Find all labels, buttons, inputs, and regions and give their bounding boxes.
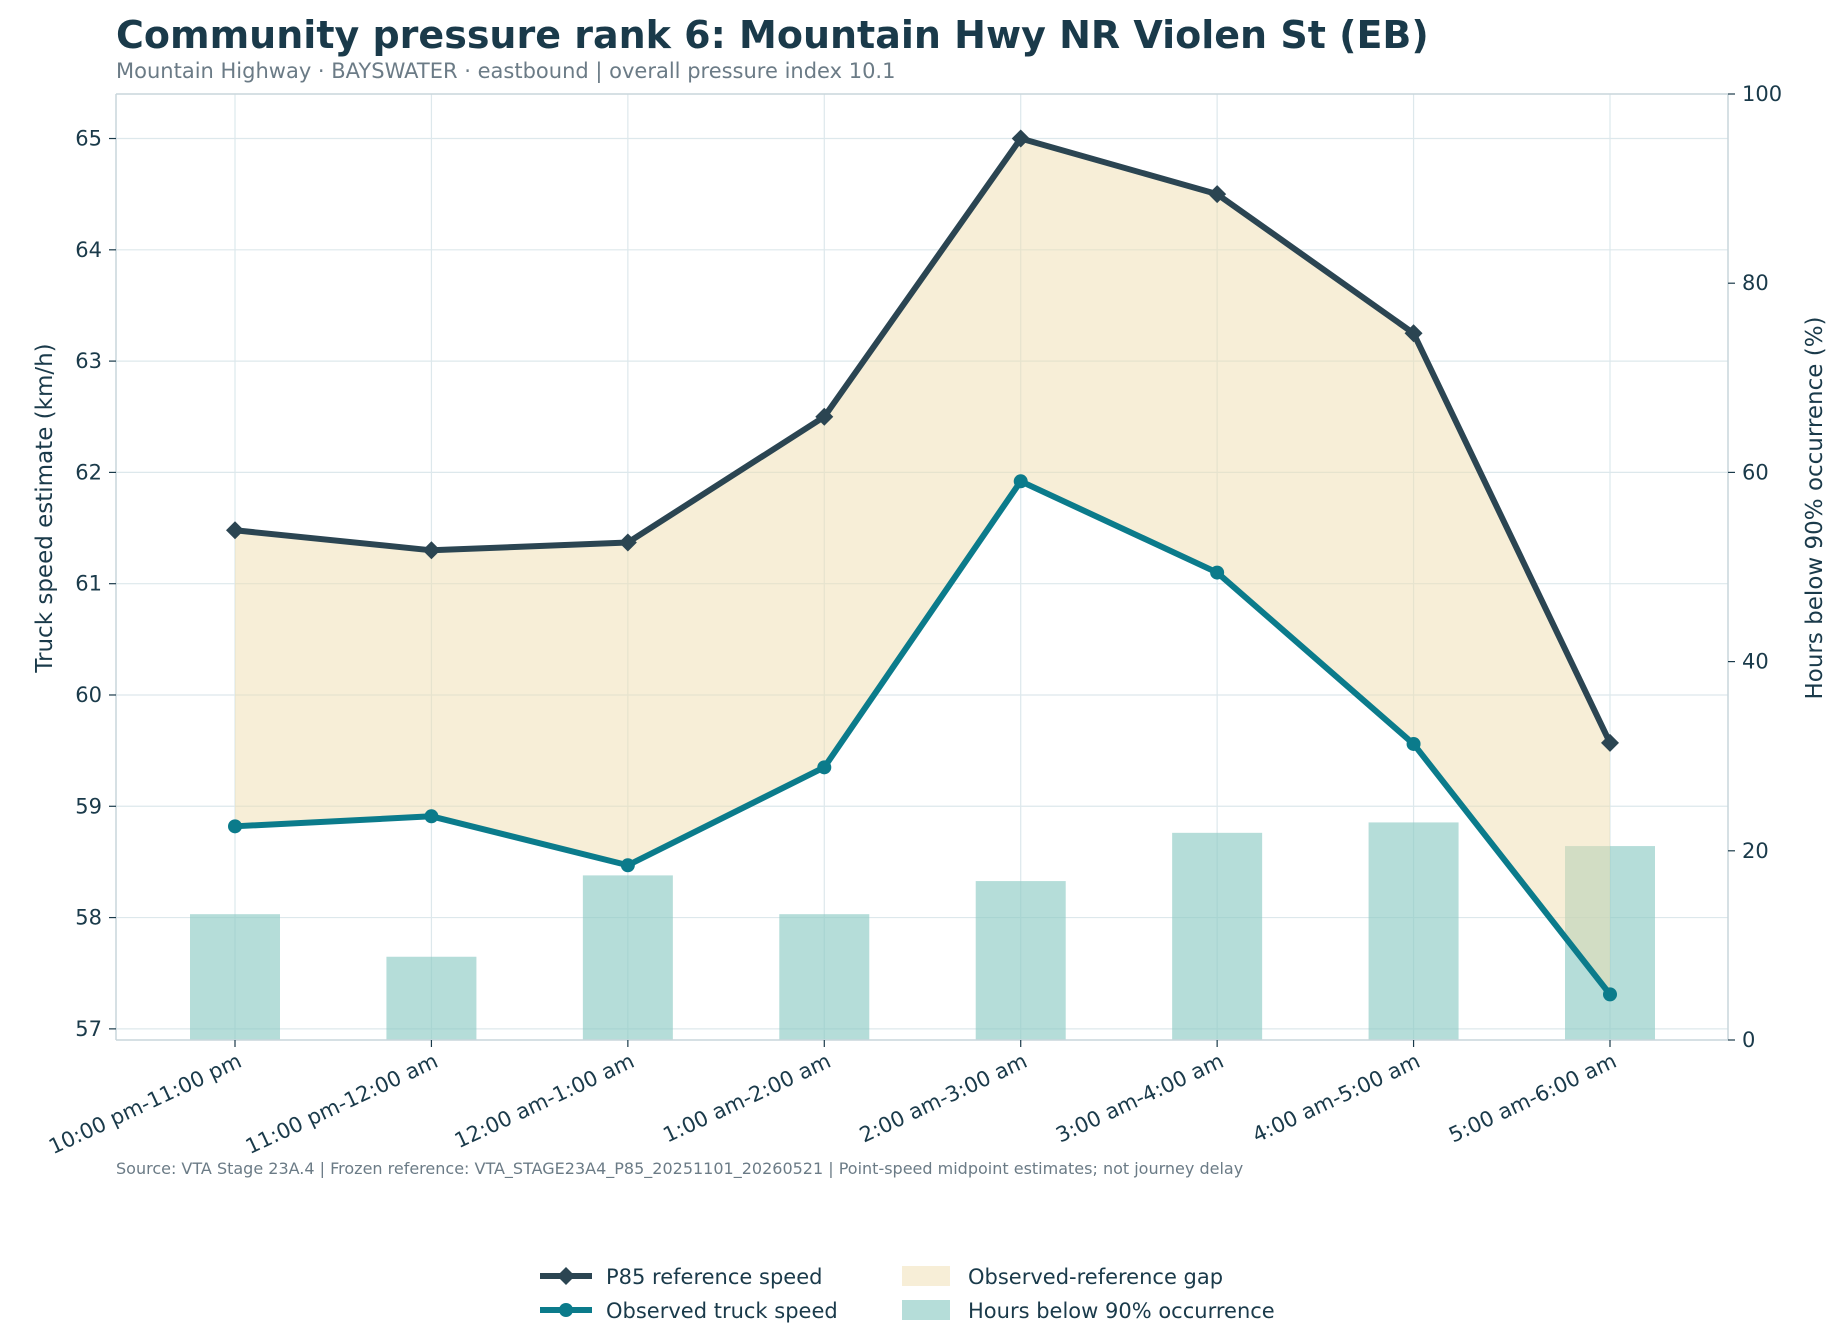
data-point-circle	[1013, 474, 1028, 489]
legend-label: Observed truck speed	[606, 1299, 838, 1323]
y-tick-label: 58	[75, 906, 102, 930]
y-tick-label: 57	[75, 1017, 102, 1041]
legend-label: P85 reference speed	[606, 1265, 822, 1289]
data-point-circle	[1210, 565, 1225, 580]
data-point-diamond	[1011, 129, 1030, 148]
x-tick-label: 3:00 am-4:00 am	[1052, 1049, 1227, 1148]
data-point-circle	[228, 819, 242, 834]
y2-tick-label: 80	[1742, 271, 1769, 295]
lines	[226, 129, 1619, 1002]
data-point-diamond	[1601, 733, 1619, 752]
gap-area	[235, 138, 1610, 995]
legend: P85 reference speed Observed truck speed O…	[540, 1265, 1275, 1323]
legend-label: Hours below 90% occurrence	[968, 1299, 1275, 1323]
x-tick-label: 2:00 am-3:00 am	[856, 1049, 1031, 1148]
bar	[779, 914, 870, 1040]
x-tick-label: 1:00 am-2:00 am	[659, 1049, 834, 1148]
y-tick-label: 61	[75, 572, 102, 596]
legend-item: Observed-reference gap	[902, 1265, 1223, 1289]
x-tick-label: 4:00 am-5:00 am	[1249, 1049, 1424, 1148]
legend-marker-circle	[559, 1303, 573, 1317]
bar	[1172, 832, 1263, 1040]
data-point-diamond	[618, 533, 637, 552]
gap-fill	[235, 138, 1610, 995]
legend-patch-swatch	[902, 1300, 950, 1320]
y-tick-label: 60	[75, 683, 102, 707]
y2-tick-label: 100	[1742, 82, 1782, 106]
data-point-diamond	[1404, 324, 1423, 343]
data-point-circle	[620, 858, 635, 873]
legend-item: P85 reference speed	[540, 1265, 822, 1289]
y-tick-label: 63	[75, 349, 102, 373]
y-tick-label: 59	[75, 794, 102, 818]
x-tick-label: 10:00 pm-11:00 pm	[45, 1049, 245, 1159]
data-point-circle	[424, 809, 439, 824]
x-tick-label: 11:00 pm-12:00 am	[242, 1049, 442, 1159]
legend-item: Observed truck speed	[540, 1299, 838, 1323]
data-point-diamond	[815, 407, 834, 426]
source-note: Source: VTA Stage 23A.4 | Frozen referen…	[116, 1159, 1243, 1179]
y-tick-label: 64	[75, 238, 102, 262]
legend-item: Hours below 90% occurrence	[902, 1299, 1275, 1323]
bars	[190, 822, 1655, 1040]
y2-tick-label: 60	[1742, 460, 1769, 484]
y-tick-label: 65	[75, 127, 102, 151]
y-axis-label: Truck speed estimate (km/h)	[32, 343, 58, 673]
data-point-circle	[817, 760, 832, 775]
legend-label: Observed-reference gap	[968, 1265, 1223, 1289]
bar	[582, 875, 673, 1040]
axes	[109, 93, 1735, 1047]
data-point-circle	[1406, 736, 1421, 751]
bar	[190, 914, 280, 1040]
y2-axis-label: Hours below 90% occurrence (%)	[1802, 316, 1828, 699]
bar	[975, 881, 1066, 1040]
chart-subtitle: Mountain Highway · BAYSWATER · eastbound…	[116, 59, 895, 84]
y2-tick-label: 40	[1742, 650, 1769, 674]
chart-title: Community pressure rank 6: Mountain Hwy …	[116, 13, 1429, 57]
legend-patch-swatch	[902, 1266, 950, 1286]
data-point-diamond	[422, 541, 441, 560]
x-tick-label: 12:00 am-1:00 am	[451, 1049, 638, 1153]
y2-tick-label: 20	[1742, 839, 1769, 863]
data-point-diamond	[226, 521, 244, 540]
bar	[386, 956, 477, 1040]
legend-marker-diamond	[557, 1267, 575, 1285]
series-line	[232, 135, 1613, 746]
data-point-diamond	[1208, 185, 1227, 204]
data-point-circle	[1603, 987, 1617, 1002]
bar	[1368, 822, 1459, 1040]
y-tick-label: 62	[75, 460, 102, 484]
y2-tick-label: 0	[1742, 1028, 1755, 1052]
x-tick-label: 5:00 am-6:00 am	[1445, 1049, 1620, 1148]
series-line	[232, 478, 1613, 998]
